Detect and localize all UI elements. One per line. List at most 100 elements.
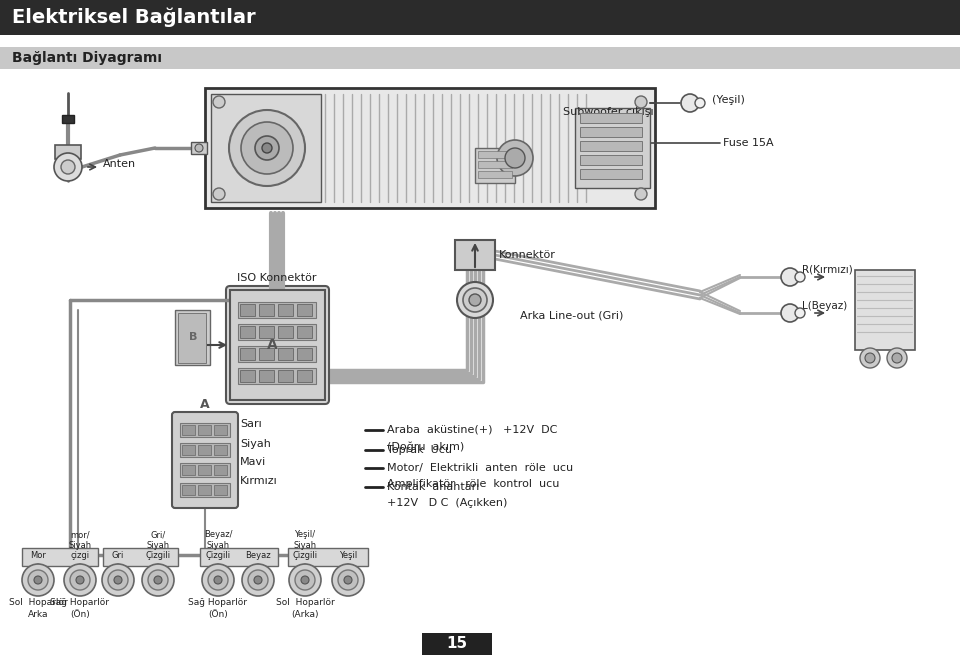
Text: Siyah: Siyah bbox=[240, 439, 271, 449]
Text: Araba  aküstine(+)   +12V  DC: Araba aküstine(+) +12V DC bbox=[387, 425, 558, 435]
Bar bbox=[205, 88, 655, 208]
Bar bbox=[238, 324, 316, 340]
Circle shape bbox=[865, 353, 875, 363]
Circle shape bbox=[54, 153, 82, 181]
Circle shape bbox=[195, 144, 203, 152]
Text: Beyaz: Beyaz bbox=[245, 551, 271, 560]
Circle shape bbox=[344, 576, 352, 584]
Circle shape bbox=[213, 188, 225, 200]
Bar bbox=[580, 141, 642, 151]
Bar bbox=[259, 304, 274, 316]
Bar bbox=[180, 423, 230, 437]
Circle shape bbox=[781, 268, 799, 286]
Text: Sağ Hoparlör: Sağ Hoparlör bbox=[51, 598, 109, 607]
Text: Fuse 15A: Fuse 15A bbox=[723, 138, 774, 148]
Bar bbox=[238, 302, 316, 318]
Text: Gri/
Siyah
Çizgili: Gri/ Siyah Çizgili bbox=[145, 530, 171, 560]
Circle shape bbox=[241, 122, 293, 174]
Bar bbox=[182, 465, 195, 475]
Circle shape bbox=[154, 576, 162, 584]
FancyBboxPatch shape bbox=[226, 286, 329, 404]
Circle shape bbox=[892, 353, 902, 363]
Bar bbox=[478, 161, 512, 168]
Circle shape bbox=[681, 94, 699, 112]
Text: Bağlantı Diyagramı: Bağlantı Diyagramı bbox=[12, 51, 162, 65]
Text: (Arka): (Arka) bbox=[291, 610, 319, 619]
Bar bbox=[580, 155, 642, 165]
Circle shape bbox=[213, 96, 225, 108]
Bar bbox=[214, 465, 227, 475]
Text: Kontak  anahtarı: Kontak anahtarı bbox=[387, 482, 479, 492]
Text: (Ön): (Ön) bbox=[70, 610, 90, 619]
Circle shape bbox=[635, 188, 647, 200]
Circle shape bbox=[497, 140, 533, 176]
Circle shape bbox=[34, 576, 42, 584]
Bar bbox=[422, 633, 492, 655]
Text: Arka: Arka bbox=[28, 610, 48, 619]
Bar bbox=[22, 548, 98, 566]
Bar bbox=[475, 148, 515, 183]
Text: Motor/  Elektrikli  anten  röle  ucu: Motor/ Elektrikli anten röle ucu bbox=[387, 463, 573, 473]
Text: A: A bbox=[201, 399, 210, 412]
Text: Yeşil/
Siyah
Çizgili: Yeşil/ Siyah Çizgili bbox=[293, 530, 318, 560]
Circle shape bbox=[108, 570, 128, 590]
Bar bbox=[198, 425, 211, 435]
Circle shape bbox=[457, 282, 493, 318]
Circle shape bbox=[289, 564, 321, 596]
Bar bbox=[0, 47, 960, 69]
Bar bbox=[297, 304, 312, 316]
Circle shape bbox=[781, 304, 799, 322]
Bar bbox=[240, 326, 255, 338]
Bar bbox=[230, 290, 325, 400]
Bar bbox=[103, 548, 178, 566]
Circle shape bbox=[795, 308, 805, 318]
Bar bbox=[580, 169, 642, 179]
Circle shape bbox=[229, 110, 305, 186]
Bar bbox=[278, 326, 293, 338]
Text: (Yeşil): (Yeşil) bbox=[712, 95, 745, 105]
Text: mor/
Siyah
çizgi: mor/ Siyah çizgi bbox=[68, 530, 91, 560]
Circle shape bbox=[202, 564, 234, 596]
Text: L(Beyaz): L(Beyaz) bbox=[802, 301, 848, 311]
Text: Gri: Gri bbox=[111, 551, 124, 560]
Text: Toprak  Ucu: Toprak Ucu bbox=[387, 445, 452, 455]
Circle shape bbox=[70, 570, 90, 590]
Circle shape bbox=[214, 576, 222, 584]
Bar bbox=[182, 485, 195, 495]
Circle shape bbox=[248, 570, 268, 590]
Bar bbox=[214, 485, 227, 495]
Bar bbox=[211, 94, 321, 202]
Text: Yeşil: Yeşil bbox=[339, 551, 357, 560]
Bar bbox=[580, 113, 642, 123]
Text: R(Kırmızı): R(Kırmızı) bbox=[802, 265, 852, 275]
Bar bbox=[55, 145, 81, 159]
Bar bbox=[278, 348, 293, 360]
Bar bbox=[0, 0, 960, 35]
Text: Subwoofer çıkışı: Subwoofer çıkışı bbox=[563, 107, 654, 117]
Circle shape bbox=[338, 570, 358, 590]
Bar bbox=[180, 463, 230, 477]
Bar bbox=[278, 304, 293, 316]
Bar bbox=[180, 483, 230, 497]
Circle shape bbox=[148, 570, 168, 590]
Text: A: A bbox=[267, 338, 277, 352]
Text: 15: 15 bbox=[446, 637, 468, 652]
Bar bbox=[478, 151, 512, 158]
Text: Arka Line-out (Gri): Arka Line-out (Gri) bbox=[520, 310, 623, 320]
Bar bbox=[214, 425, 227, 435]
Text: Sol  Hoparlör: Sol Hoparlör bbox=[9, 598, 67, 607]
Circle shape bbox=[635, 96, 647, 108]
Circle shape bbox=[860, 348, 880, 368]
Bar bbox=[198, 485, 211, 495]
Circle shape bbox=[22, 564, 54, 596]
Text: Beyaz/
Siyah
Çizgili: Beyaz/ Siyah Çizgili bbox=[204, 530, 232, 560]
Bar bbox=[178, 313, 206, 363]
Text: Sarı: Sarı bbox=[240, 419, 262, 429]
Circle shape bbox=[469, 294, 481, 306]
Bar bbox=[198, 465, 211, 475]
Circle shape bbox=[242, 564, 274, 596]
Circle shape bbox=[505, 148, 525, 168]
Bar bbox=[288, 548, 368, 566]
Bar bbox=[580, 127, 642, 137]
Circle shape bbox=[142, 564, 174, 596]
